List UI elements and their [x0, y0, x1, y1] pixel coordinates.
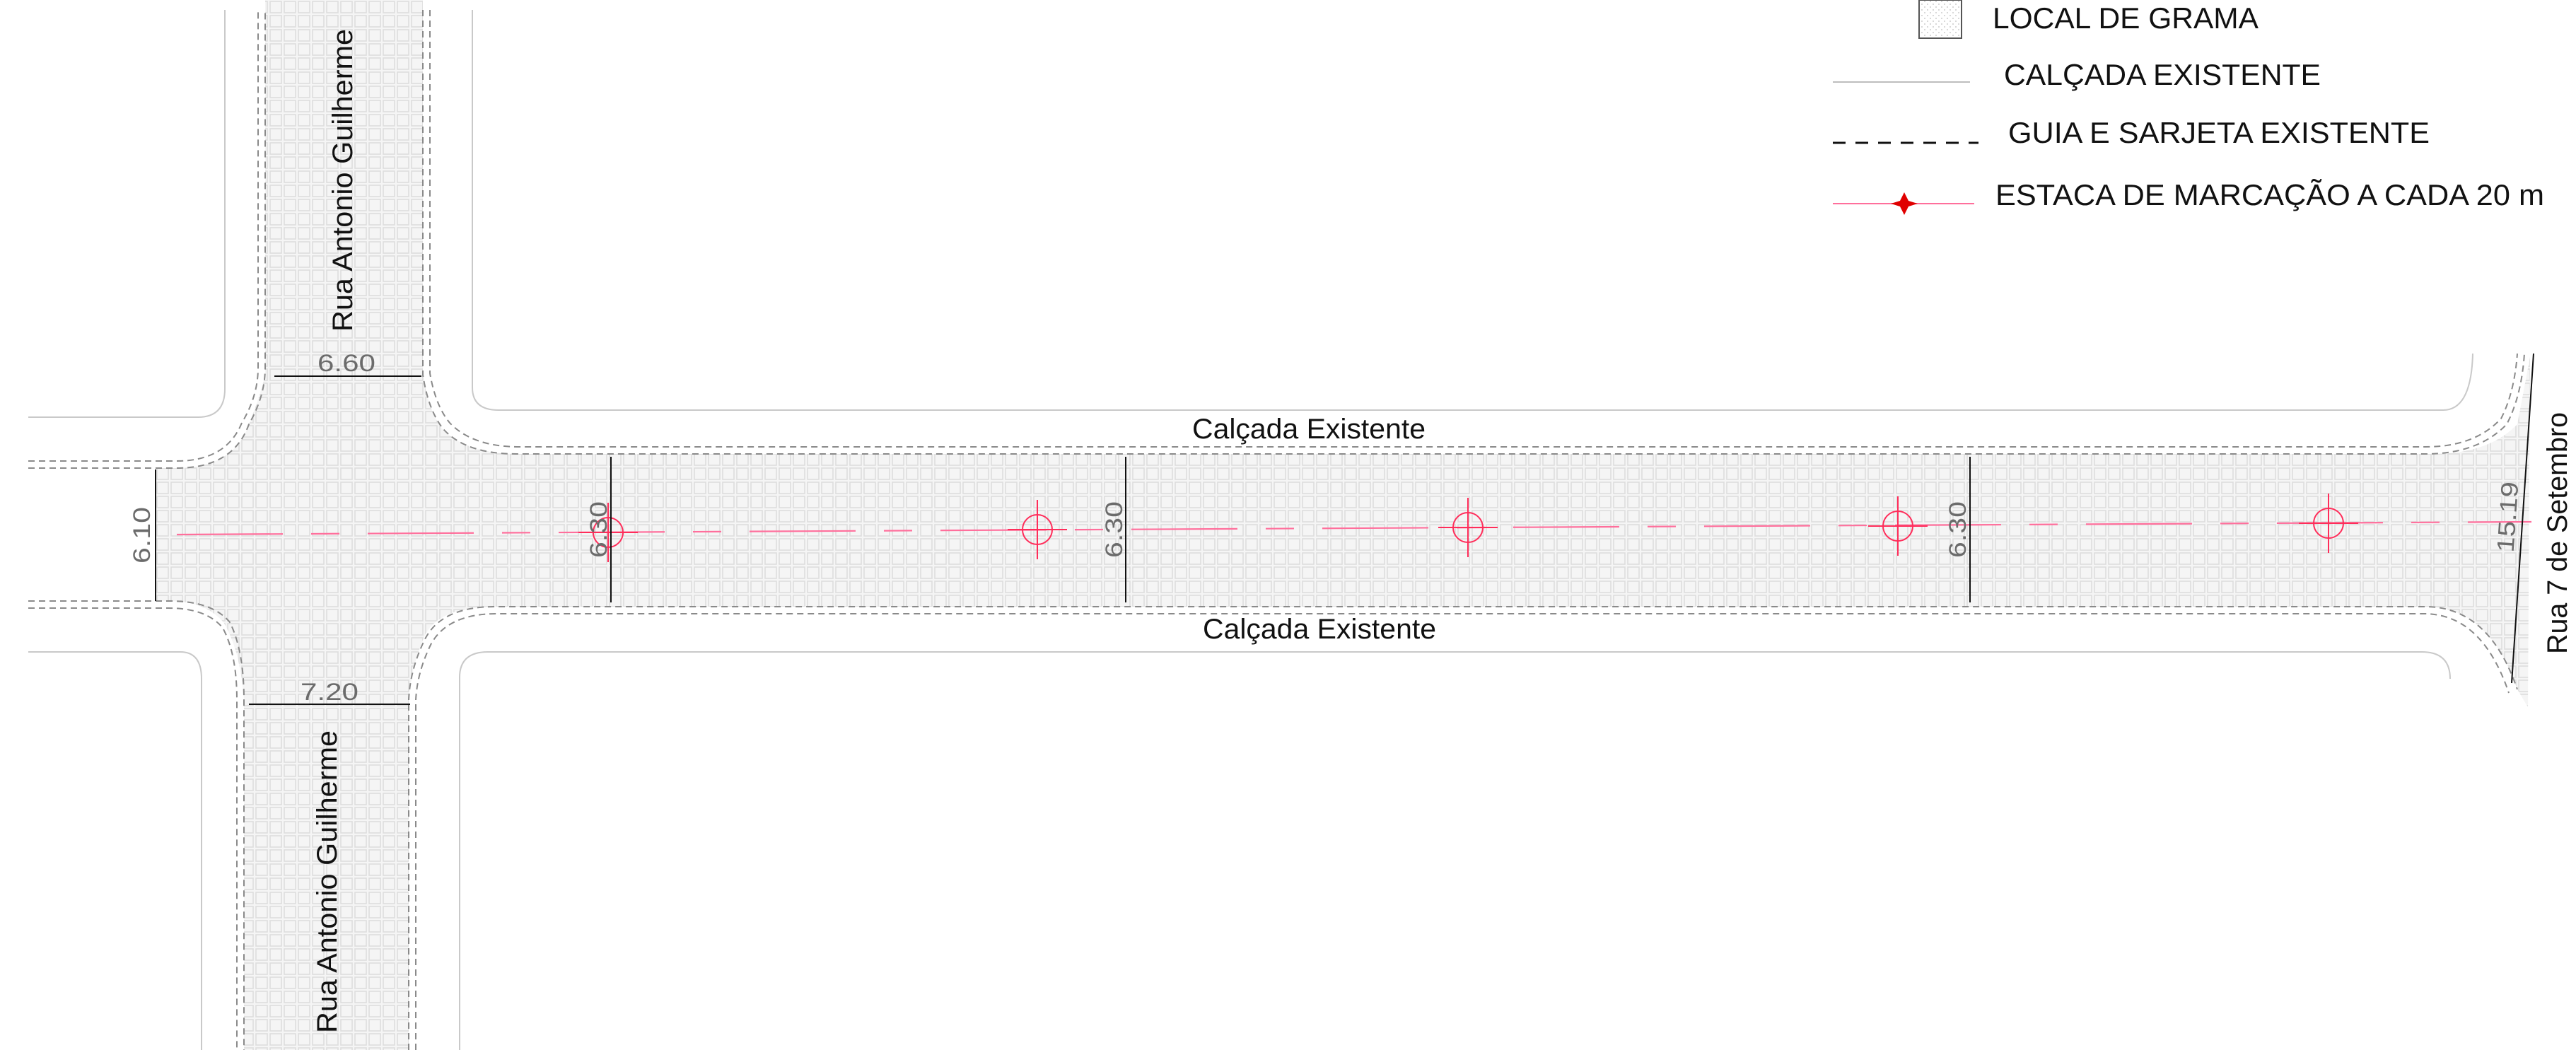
- dim-section-1: 6.30: [585, 501, 612, 558]
- centerline: [176, 520, 2532, 536]
- legend-label-grass: LOCAL DE GRAMA: [1993, 1, 2259, 35]
- stake-marker: [578, 503, 638, 562]
- stake-marker: [1868, 496, 1928, 556]
- stake-marker: [1438, 498, 1498, 557]
- paving-hatch: [156, 0, 2530, 1050]
- dim-bottom-street: 7.20: [301, 679, 359, 706]
- sidewalk-label-bottom: Calçada Existente: [1203, 614, 1436, 645]
- stake-markers: [578, 494, 2358, 562]
- sidewalk-lines: [28, 10, 2473, 1050]
- legend-item-curb: GUIA E SARJETA EXISTENTE: [1833, 116, 2430, 149]
- dimension-lines: [155, 353, 2534, 705]
- dim-top-street: 6.60: [317, 350, 375, 377]
- legend-item-sidewalk: CALÇADA EXISTENTE: [1833, 58, 2321, 91]
- legend-item-grass: LOCAL DE GRAMA: [1918, 0, 2259, 39]
- street-label-right: Rua 7 de Setembro: [2542, 412, 2573, 654]
- stake-marker: [2299, 494, 2358, 553]
- dim-right: 15.19: [2493, 481, 2524, 553]
- legend-label-curb: GUIA E SARJETA EXISTENTE: [2008, 116, 2430, 149]
- legend-label-sidewalk: CALÇADA EXISTENTE: [2004, 58, 2321, 91]
- red-cross-marker-icon: [1833, 192, 1974, 215]
- dim-section-3: 6.30: [1945, 501, 1971, 558]
- paved-road-area: [156, 0, 2530, 1050]
- street-label-top: Rua Antonio Guilherme: [327, 29, 359, 332]
- legend-item-stake: ESTACA DE MARCAÇÃO A CADA 20 m: [1833, 178, 2544, 215]
- legend: LOCAL DE GRAMA CALÇADA EXISTENTE GUIA E …: [1833, 0, 2544, 215]
- street-label-bottom: Rua Antonio Guilherme: [312, 730, 343, 1033]
- dim-left: 6.10: [129, 507, 156, 564]
- stake-marker: [1008, 500, 1067, 559]
- legend-label-stake: ESTACA DE MARCAÇÃO A CADA 20 m: [1995, 178, 2544, 211]
- sidewalk-label-top: Calçada Existente: [1192, 414, 1426, 445]
- hatched-box-icon: [1918, 0, 1962, 39]
- centerline-path: [176, 520, 2532, 536]
- dim-section-2: 6.30: [1101, 501, 1128, 558]
- curb-lines: [28, 10, 2525, 1050]
